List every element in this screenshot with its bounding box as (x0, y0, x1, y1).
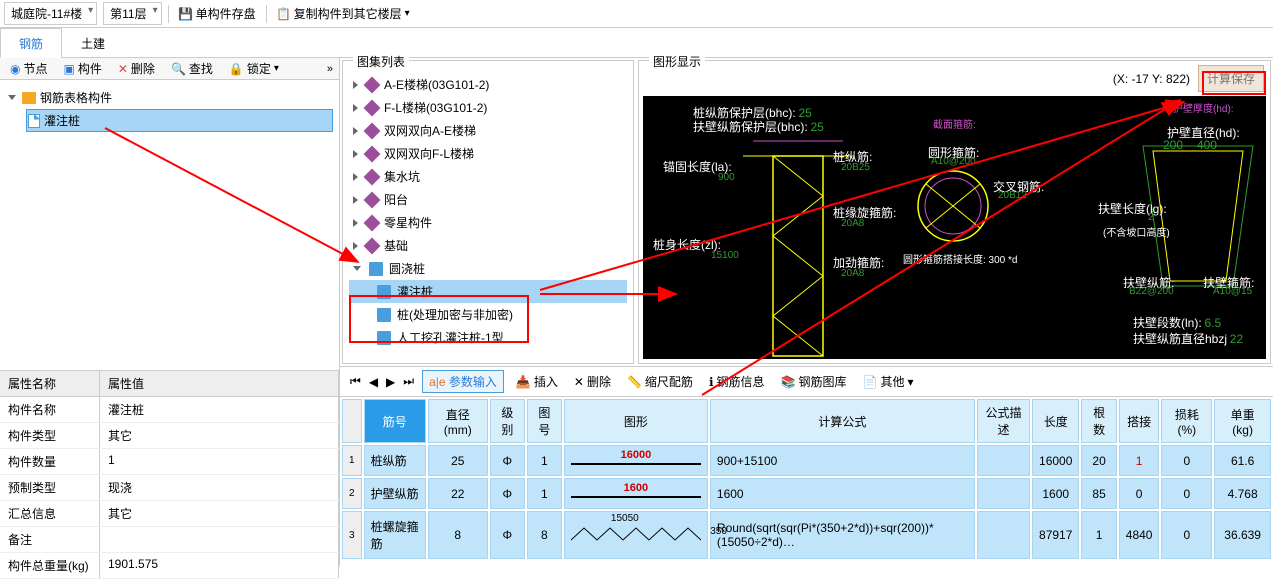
property-table: 属性名称 属性值 构件名称灌注桩构件类型其它构件数量1预制类型现浇汇总信息其它备… (0, 370, 339, 579)
top-toolbar: 城庭院-11#楼 第11层 💾 单构件存盘 📋 复制构件到其它楼层 ▾ (0, 0, 1273, 28)
nav-last-icon[interactable]: ⏭ (403, 374, 414, 389)
grid-toolbar: ⏮ ◀ ▶ ⏭ a|e 参数输入 📥 插入 ✕ 删除 📏 缩尺配筋 ℹ 钢筋信息… (340, 367, 1273, 397)
prop-header-name: 属性名称 (0, 371, 100, 396)
grid-row[interactable]: 3桩螺旋箍筋8Φ815050350Round(sqrt(sqr(Pi*(350+… (342, 511, 1271, 559)
scale-button[interactable]: 📏 缩尺配筋 (623, 371, 697, 392)
atlas-item[interactable]: 零星构件 (349, 211, 627, 234)
right-pane: 图集列表 A-E楼梯(03G101-2)F-L楼梯(03G101-2)双网双向A… (340, 58, 1273, 566)
save-single-label: 单构件存盘 (196, 5, 256, 22)
tree-root[interactable]: 钢筋表格构件 (6, 86, 333, 109)
prop-row[interactable]: 备注 (0, 527, 339, 553)
atlas-item[interactable]: 集水坑 (349, 165, 627, 188)
atlas-item[interactable]: A-E楼梯(03G101-2) (349, 73, 627, 96)
rebar-grid-panel: ⏮ ◀ ▶ ⏭ a|e 参数输入 📥 插入 ✕ 删除 📏 缩尺配筋 ℹ 钢筋信息… (340, 366, 1273, 566)
tree-root-label: 钢筋表格构件 (40, 89, 112, 106)
rebar-grid[interactable]: 筋号直径(mm)级别图号图形计算公式公式描述长度根数搭接损耗(%)单重(kg) … (340, 397, 1273, 561)
grid-row[interactable]: 2护壁纵筋22Φ116001600160085004.768 (342, 478, 1271, 509)
component-button[interactable]: ▣构件 (60, 58, 106, 79)
graphic-title: 图形显示 (649, 53, 705, 70)
delete-row-button[interactable]: ✕ 删除 (570, 371, 615, 392)
building-select[interactable]: 城庭院-11#楼 (4, 2, 97, 25)
lock-button[interactable]: 🔒锁定▾ (225, 58, 283, 79)
floor-select[interactable]: 第11层 (103, 2, 161, 25)
main-tabs: 钢筋 土建 (0, 28, 1273, 58)
tree-child[interactable]: 灌注桩 (26, 109, 333, 132)
atlas-item[interactable]: 阳台 (349, 188, 627, 211)
save-icon: 💾 (179, 7, 193, 21)
component-tree: 钢筋表格构件 灌注桩 (0, 80, 339, 370)
prop-row[interactable]: 构件名称灌注桩 (0, 397, 339, 423)
left-pane: ◉节点 ▣构件 ✕删除 🔍查找 🔒锁定▾ » 钢筋表格构件 灌注桩 属性名称 属… (0, 58, 340, 566)
atlas-item[interactable]: 圆浇桩 (349, 257, 627, 280)
tab-steel[interactable]: 钢筋 (0, 28, 62, 58)
nav-first-icon[interactable]: ⏮ (350, 374, 361, 389)
graphic-panel: 图形显示 (X: -17 Y: 822) 计算保存 (638, 60, 1271, 364)
atlas-panel: 图集列表 A-E楼梯(03G101-2)F-L楼梯(03G101-2)双网双向A… (342, 60, 634, 364)
atlas-title: 图集列表 (353, 53, 409, 70)
prop-row[interactable]: 构件总重量(kg)1901.575 (0, 553, 339, 579)
coord-readout: (X: -17 Y: 822) (1113, 72, 1190, 86)
atlas-item[interactable]: 人工挖孔灌注桩-1型 (349, 326, 627, 349)
left-toolbar: ◉节点 ▣构件 ✕删除 🔍查找 🔒锁定▾ » (0, 58, 339, 80)
node-button[interactable]: ◉节点 (6, 58, 52, 79)
tab-civil[interactable]: 土建 (62, 28, 124, 57)
folder-icon (22, 92, 36, 104)
atlas-item[interactable]: F-L楼梯(03G101-2) (349, 96, 627, 119)
insert-button[interactable]: 📥 插入 (512, 371, 562, 392)
other-button[interactable]: 📄 其他 ▾ (858, 371, 917, 392)
param-input-button[interactable]: a|e 参数输入 (422, 370, 504, 393)
nav-prev-icon[interactable]: ◀ (369, 375, 378, 389)
prop-row[interactable]: 构件类型其它 (0, 423, 339, 449)
lib-button[interactable]: 📚 钢筋图库 (777, 371, 851, 392)
prop-header-value: 属性值 (100, 371, 339, 396)
atlas-item[interactable]: 双网双向F-L楼梯 (349, 142, 627, 165)
copy-to-label: 复制构件到其它楼层 (294, 5, 402, 22)
atlas-item[interactable]: 灌注桩 (349, 280, 627, 303)
atlas-item[interactable]: 基础 (349, 234, 627, 257)
nav-next-icon[interactable]: ▶ (386, 375, 395, 389)
save-single-button[interactable]: 💾 单构件存盘 (175, 3, 260, 24)
find-button[interactable]: 🔍查找 (167, 58, 217, 79)
grid-row[interactable]: 1桩纵筋25Φ116000900+1510016000201061.6 (342, 445, 1271, 476)
atlas-item[interactable]: 桩(处理加密与非加密) (349, 303, 627, 326)
prop-row[interactable]: 预制类型现浇 (0, 475, 339, 501)
copy-to-button[interactable]: 📋 复制构件到其它楼层 ▾ (273, 3, 414, 24)
copy-icon: 📋 (277, 7, 291, 21)
atlas-item[interactable]: 双网双向A-E楼梯 (349, 119, 627, 142)
tree-child-label: 灌注桩 (44, 112, 80, 129)
info-button[interactable]: ℹ 钢筋信息 (705, 371, 769, 392)
cad-viewport[interactable]: 桩纵筋保护层(bhc): 25 扶壁纵筋保护层(bhc): 25 锚固长度(la… (643, 96, 1266, 359)
calc-save-button[interactable]: 计算保存 (1198, 65, 1264, 92)
collapse-icon[interactable]: » (327, 63, 333, 75)
delete-button[interactable]: ✕删除 (114, 58, 159, 79)
prop-row[interactable]: 汇总信息其它 (0, 501, 339, 527)
prop-row[interactable]: 构件数量1 (0, 449, 339, 475)
doc-icon (28, 114, 40, 128)
